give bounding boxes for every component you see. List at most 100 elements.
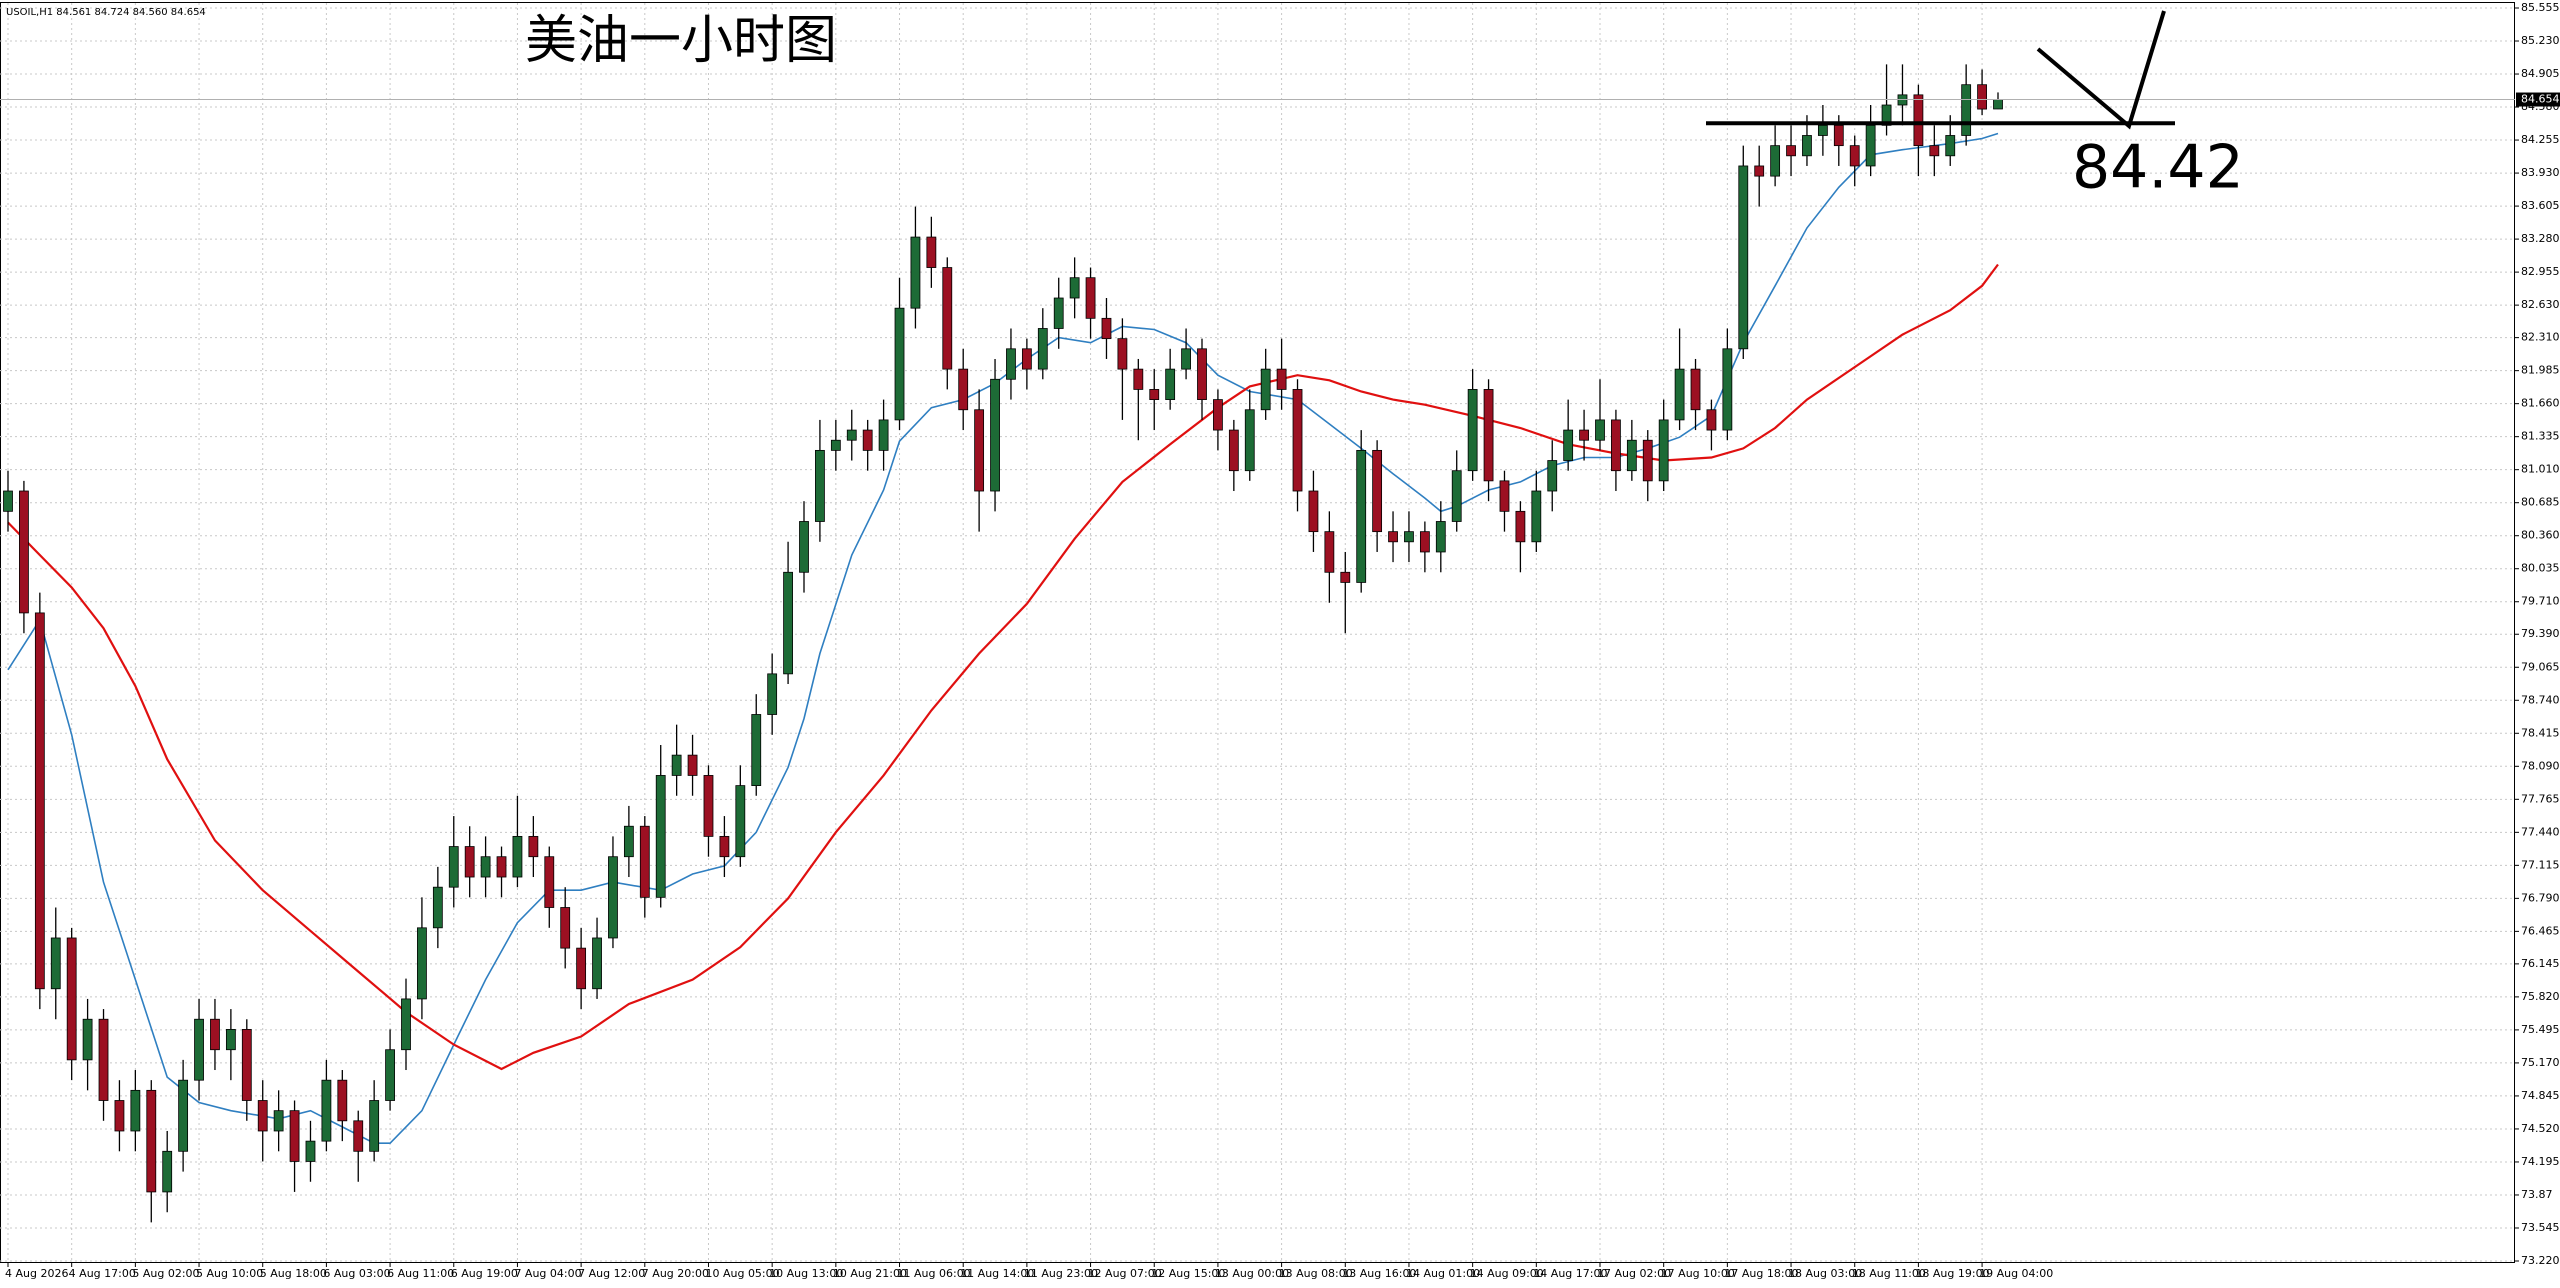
y-tick-label: 74.520 (2521, 1122, 2560, 1135)
candle-body (130, 1089, 141, 1132)
candle-body (815, 449, 825, 522)
candle-body (862, 429, 873, 451)
symbol-header: USOIL,H1 84.561 84.724 84.560 84.654 (6, 7, 206, 18)
y-tick-label: 78.415 (2521, 726, 2560, 739)
candle-body (3, 490, 13, 512)
y-tick-label: 78.090 (2521, 759, 2560, 772)
candle-body (369, 1100, 380, 1152)
candle-body (1037, 328, 1048, 370)
y-tick-label: 79.065 (2521, 660, 2560, 673)
candle-body (1626, 439, 1637, 472)
candle-body (289, 1110, 300, 1162)
candle-body (751, 714, 762, 787)
candle-body (1483, 389, 1494, 482)
candle-body (1308, 490, 1319, 533)
x-tick-label: 10 Aug 13:00 (769, 1267, 843, 1280)
y-tick-label: 73.87 (2521, 1188, 2553, 1201)
candle-body (1228, 429, 1239, 472)
x-tick-label: 4 Aug 17:00 (69, 1267, 136, 1280)
candle-body (767, 673, 778, 715)
candle-body (353, 1120, 364, 1152)
candle-body (1213, 399, 1223, 431)
candle-body (496, 856, 507, 878)
x-tick-label: 5 Aug 10:00 (196, 1267, 263, 1280)
candle-body (1388, 531, 1398, 543)
y-tick-label: 77.115 (2521, 858, 2560, 871)
candle-body (1356, 449, 1367, 583)
candle-body (1547, 460, 1558, 492)
candle-body (1865, 124, 1876, 167)
y-tick-label: 74.195 (2521, 1155, 2560, 1168)
candle-body (1993, 99, 2003, 110)
candle-body (448, 846, 459, 888)
candle-body (687, 754, 698, 776)
candle-body (799, 521, 809, 573)
candle-body (178, 1079, 189, 1152)
candle-body (1563, 429, 1574, 461)
candle-body (1977, 84, 1987, 110)
candle-body (1722, 348, 1733, 431)
y-tick-label: 83.280 (2521, 232, 2560, 245)
candle-body (50, 937, 61, 990)
y-tick-label: 79.390 (2521, 627, 2560, 640)
x-tick-label: 17 Aug 02:00 (1597, 1267, 1671, 1280)
x-tick-label: 6 Aug 11:00 (387, 1267, 454, 1280)
candle-body (114, 1100, 125, 1132)
x-tick-label: 11 Aug 14:00 (960, 1267, 1034, 1280)
x-tick-label: 12 Aug 07:00 (1088, 1267, 1162, 1280)
candle-body (1754, 165, 1765, 177)
candle-body (1197, 348, 1207, 400)
y-tick-label: 82.310 (2521, 331, 2560, 344)
candle-body (846, 429, 857, 441)
candle-body (1324, 531, 1335, 573)
x-tick-label: 4 Aug 2026 (5, 1267, 68, 1280)
y-tick-label: 80.035 (2521, 562, 2560, 575)
candle-body (544, 856, 555, 908)
y-tick-label: 76.790 (2521, 891, 2560, 904)
candle-body (194, 1018, 204, 1081)
candle-body (1053, 297, 1064, 329)
candle-body (241, 1028, 252, 1101)
candle-body (1642, 439, 1653, 482)
plot-frame (0, 2, 2515, 1263)
candle-body (1674, 368, 1685, 421)
candle-body (1770, 145, 1781, 177)
candle-body (464, 846, 475, 878)
candle-body (608, 856, 618, 939)
y-tick-label: 78.740 (2521, 693, 2560, 706)
candle-body (1690, 368, 1701, 411)
candle-body (878, 419, 889, 451)
y-tick-label: 77.765 (2521, 792, 2560, 805)
candle-body (1817, 124, 1828, 136)
candle-body (623, 825, 634, 858)
candle-body (1006, 348, 1016, 380)
candle-body (1849, 145, 1860, 167)
candle-body (671, 754, 682, 776)
x-tick-label: 13 Aug 08:00 (1279, 1267, 1353, 1280)
y-tick-label: 81.335 (2521, 430, 2560, 443)
candle-body (1467, 389, 1478, 472)
candle-body (1929, 145, 1940, 157)
x-tick-label: 14 Aug 01:00 (1406, 1267, 1480, 1280)
y-tick-label: 85.555 (2521, 1, 2560, 14)
x-tick-label: 12 Aug 15:00 (1151, 1267, 1225, 1280)
candle-body (162, 1150, 173, 1193)
candle-body (1738, 165, 1749, 350)
candle-body (225, 1028, 236, 1051)
x-tick-label: 13 Aug 16:00 (1342, 1267, 1416, 1280)
y-tick-label: 75.820 (2521, 990, 2560, 1003)
candle-body (990, 378, 1000, 492)
candle-body (432, 886, 443, 929)
candle-body (1101, 317, 1112, 340)
candle-body (783, 571, 793, 675)
chart-title: 美油一小时图 (525, 11, 837, 71)
candle-body (528, 835, 539, 858)
candle-body (576, 947, 587, 990)
current-price-label: 84.654 (2521, 93, 2560, 106)
candle-body (1181, 348, 1191, 370)
y-tick-label: 82.955 (2521, 265, 2560, 278)
y-tick-label: 84.905 (2521, 67, 2560, 80)
x-tick-label: 11 Aug 23:00 (1024, 1267, 1098, 1280)
candle-body (926, 236, 937, 268)
candle-body (480, 856, 491, 878)
